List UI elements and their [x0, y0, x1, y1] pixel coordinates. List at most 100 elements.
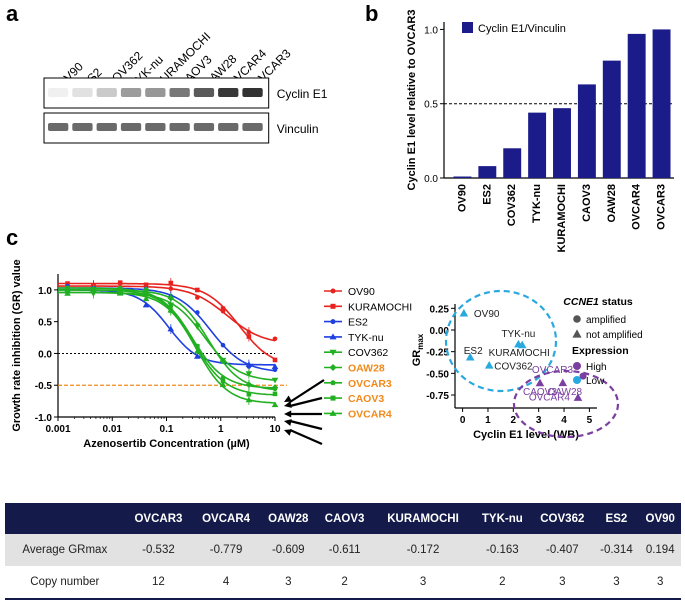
scatter-y-tick-label: -0.50 — [426, 369, 449, 380]
table-cell: 3 — [593, 566, 640, 600]
table-cell: -0.609 — [259, 534, 317, 566]
table-col-header-ov90: OV90 — [639, 503, 681, 534]
vinculin-band-tyk-nu — [120, 123, 142, 131]
low-expression-group-ellipse — [444, 289, 558, 393]
table-row-label: Average GRmax — [5, 534, 125, 566]
scatter-point-label-ov90: OV90 — [474, 309, 500, 320]
scatter-y-axis-title: GRmax — [411, 333, 425, 366]
dose-point-ovcar4 — [271, 401, 279, 408]
dose-curve-ovcar4 — [57, 291, 276, 404]
scatter-point-ovcar4 — [573, 393, 583, 401]
scatter-legend-low-label: Low — [586, 376, 605, 387]
vinculin-band-cov362 — [96, 123, 117, 131]
dose-arrow-head — [284, 395, 292, 402]
dose-legend-marker — [330, 395, 336, 401]
bar-x-tick-label: OV90 — [456, 184, 468, 212]
table-cell: -0.407 — [531, 534, 594, 566]
scatter-legend-amplified-label: amplified — [586, 315, 626, 326]
scatter-point-label-ovcar4: OVCAR4 — [529, 393, 571, 404]
table-row-label: Copy number — [5, 566, 125, 600]
cyclin-band-ovcar3 — [242, 88, 263, 97]
scatter-point-ov90 — [459, 308, 469, 317]
scatter-legend-high-marker — [573, 362, 581, 370]
dose-point-caov3 — [246, 391, 252, 397]
dose-curve-kuramochi — [58, 282, 276, 360]
dose-x-axis-title: Azenosertib Concentration (µM) — [83, 438, 250, 450]
dose-point-caov3 — [65, 285, 70, 291]
dose-point-ov90 — [272, 336, 278, 342]
vinculin-band-ovcar3 — [242, 123, 263, 131]
dose-point-caov3 — [143, 291, 149, 297]
dose-point-caov3 — [195, 344, 200, 349]
dose-point-ovcar3 — [272, 386, 278, 392]
table-col-header-ovcar4: OVCAR4 — [192, 503, 260, 534]
dose-legend-label-caov3: CAOV3 — [348, 393, 384, 405]
scatter-point-ovcar3 — [579, 372, 587, 380]
scatter-point-label-ovcar3: OVCAR3 — [532, 365, 574, 376]
dose-y-tick-label: -1.0 — [35, 413, 53, 424]
bar-x-tick-label: COV362 — [506, 184, 518, 226]
bar-x-tick-label: OVCAR3 — [656, 184, 668, 230]
dose-point-kuramochi — [143, 282, 149, 288]
dose-point-ovcar3 — [117, 285, 123, 291]
bar-x-tick-label: TYK-nu — [531, 184, 543, 223]
scatter-y-tick-label: 0.25 — [430, 304, 450, 315]
dose-point-ov90 — [168, 286, 174, 291]
summary-table: OVCAR3 OVCAR4 OAW28 CAOV3 KURAMOCHI TYK-nu COV… — [5, 503, 681, 600]
table-cell: 4 — [192, 566, 260, 600]
bar-oaw28 — [602, 60, 621, 178]
dose-point-cov362 — [245, 371, 253, 377]
table-col-header-caov3: CAOV3 — [316, 503, 373, 534]
table-cell: -0.163 — [473, 534, 532, 566]
table-row: Copy number 12 4 3 2 3 2 3 3 3 — [5, 566, 681, 600]
table-cell: 2 — [473, 566, 532, 600]
scatter-legend-status-title: CCNE1 status — [563, 296, 633, 308]
cyclin-band-cov362 — [96, 88, 117, 97]
dose-y-tick-label: 0.0 — [38, 349, 52, 360]
table-cell: -0.532 — [124, 534, 193, 566]
dose-legend-label-ov90: OV90 — [348, 286, 375, 298]
scatter-x-tick-label: 0 — [460, 415, 466, 426]
dose-point-kuramochi — [272, 357, 278, 363]
table-cell: -0.314 — [593, 534, 640, 566]
table-cell: 0.194 — [639, 534, 681, 566]
dose-point-caov3 — [220, 378, 226, 384]
dose-legend-marker — [330, 380, 336, 386]
dose-arrow-shaft — [289, 379, 325, 403]
scatter-legend-expression-title: Expression — [572, 345, 629, 357]
scatter-y-axis-title-sub: max — [416, 333, 425, 350]
scatter-x-tick-label: 3 — [536, 415, 542, 426]
bar-x-tick-label: KURAMOCHI — [556, 184, 568, 252]
panel-label-c: c — [6, 225, 18, 250]
vinculin-band-es2 — [72, 123, 93, 131]
bar-y-tick-label: 1.0 — [424, 25, 438, 36]
scatter-legend-high-label: High — [586, 362, 607, 373]
dose-legend-marker — [330, 319, 336, 325]
scatter-point-label-kuramochi: KURAMOCHI — [489, 348, 550, 359]
dose-point-oaw28 — [167, 294, 175, 302]
dose-y-tick-label: 1.0 — [38, 286, 52, 297]
vinculin-band-oaw28 — [193, 123, 215, 131]
table-cell: 3 — [372, 566, 474, 600]
scatter-y-tick-label: -0.75 — [426, 391, 449, 402]
dose-curve-caov3 — [58, 289, 276, 396]
dose-legend-marker — [330, 303, 336, 309]
bar-kuramochi — [553, 108, 571, 178]
dose-legend-marker — [329, 349, 337, 356]
dose-point-kuramochi — [220, 306, 226, 311]
cyclin-band-kuramochi — [145, 88, 166, 97]
panel-label-a: a — [6, 1, 19, 26]
dose-arrow-head — [284, 419, 292, 426]
dose-point-tyk-nu — [194, 353, 201, 359]
table-col-header-kuramochi: KURAMOCHI — [372, 503, 474, 534]
scatter-point-cov362 — [484, 360, 494, 369]
dose-point-ovcar4 — [116, 290, 124, 296]
dose-legend-label-kuramochi: KURAMOCHI — [348, 301, 412, 313]
dose-point-es2 — [220, 342, 226, 348]
scatter-legend-not-amplified-label: not amplified — [586, 330, 643, 341]
table-cell: -0.611 — [316, 534, 373, 566]
table-header-row: OVCAR3 OVCAR4 OAW28 CAOV3 KURAMOCHI TYK-nu COV… — [5, 503, 681, 534]
scatter-legend-amplified-marker — [573, 315, 581, 323]
dose-y-tick-label: -0.5 — [35, 381, 53, 392]
scatter-x-axis-title: Cyclin E1 level (WB) — [473, 429, 579, 441]
